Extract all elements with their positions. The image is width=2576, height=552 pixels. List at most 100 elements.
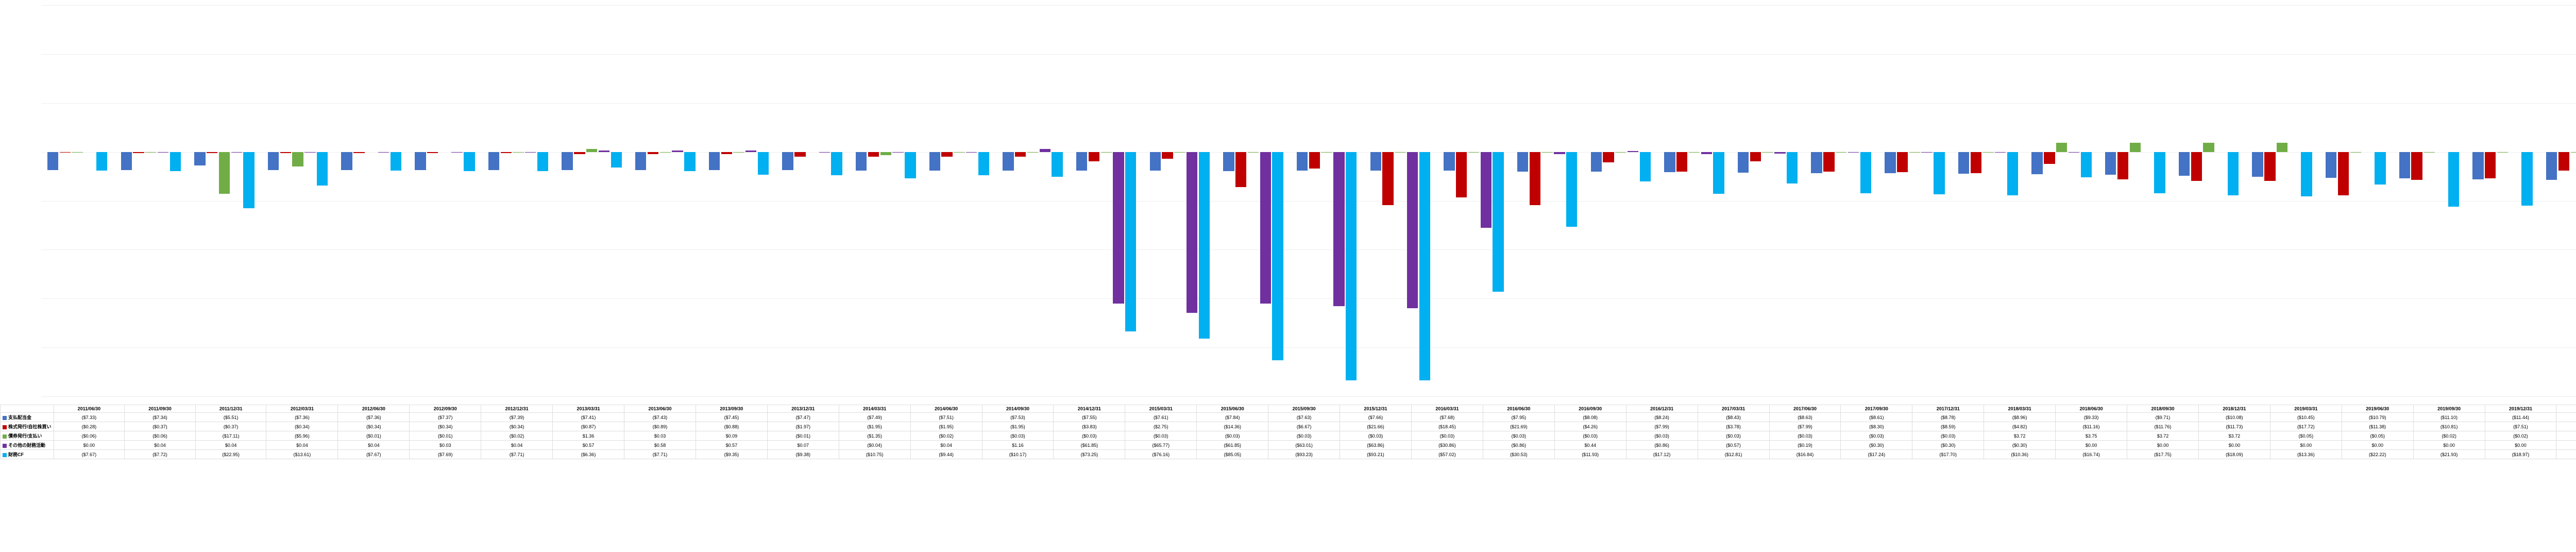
data-cell: ($0.03) (1125, 431, 1197, 441)
period-header: 2014/03/31 (839, 405, 910, 413)
data-cell: $0.03 (624, 431, 696, 441)
bar (611, 152, 622, 168)
data-cell: $0.00 (2556, 441, 2576, 450)
bar-group (1437, 5, 1511, 396)
bar (831, 152, 842, 175)
data-cell: ($7.43) (624, 413, 696, 422)
data-cell: ($7.45) (696, 413, 767, 422)
bar (1150, 152, 1161, 171)
bar (1125, 152, 1136, 331)
bar-group (335, 5, 409, 396)
data-cell: $0.04 (481, 441, 553, 450)
bar (2031, 152, 2042, 174)
period-header: 2014/12/31 (1054, 405, 1125, 413)
data-cell: $0.04 (125, 441, 196, 450)
data-cell: $0.57 (696, 441, 767, 450)
data-cell: ($17.11) (195, 431, 266, 441)
bar (1003, 152, 1013, 171)
bar (856, 152, 867, 171)
bar (2056, 143, 2067, 152)
bar (1456, 152, 1467, 197)
period-header: 2013/06/30 (624, 405, 696, 413)
data-cell: ($8.61) (1841, 413, 1912, 422)
data-cell: ($10.75) (839, 450, 910, 459)
data-cell: ($0.02) (2413, 431, 2485, 441)
data-cell: ($8.43) (1698, 413, 1769, 422)
bar (1664, 152, 1675, 172)
bar (537, 152, 548, 171)
period-header: 2017/12/31 (1912, 405, 1984, 413)
bar (280, 152, 291, 153)
bar (1272, 152, 1283, 360)
data-cell: ($0.57) (1698, 441, 1769, 450)
plot-area: $60$40$20$0($20)($40)($60)($80)($100) (41, 5, 2576, 397)
bar (1530, 152, 1540, 205)
data-cell: ($0.19) (1769, 441, 1841, 450)
data-cell: ($11.16) (2056, 422, 2127, 431)
data-cell: ($0.06) (54, 431, 125, 441)
data-cell: ($0.86) (1483, 441, 1554, 450)
legend-marker (3, 434, 7, 439)
data-cell: ($76.16) (1125, 450, 1197, 459)
bar-group (188, 5, 262, 396)
period-header: 2012/09/30 (410, 405, 481, 413)
bar (794, 152, 805, 157)
data-cell: ($0.86) (1626, 441, 1698, 450)
bar (1640, 152, 1651, 181)
data-cell: ($0.03) (1841, 431, 1912, 441)
data-cell: ($5.96) (266, 431, 338, 441)
bar (1554, 152, 1565, 154)
bar (60, 152, 71, 153)
data-cell: ($0.03) (1912, 431, 1984, 441)
data-cell: ($0.04) (839, 441, 910, 450)
data-cell: ($11.73) (2198, 422, 2270, 431)
data-cell: ($0.03) (1483, 431, 1554, 441)
data-cell: ($0.89) (624, 422, 696, 431)
data-cell: ($8.08) (1554, 413, 1626, 422)
data-cell: ($16.74) (2056, 450, 2127, 459)
bar (2448, 152, 2459, 207)
bar-group (1732, 5, 1805, 396)
data-cell: ($63.01) (1268, 441, 1340, 450)
bar-group (2026, 5, 2099, 396)
data-cell: $0.03 (410, 441, 481, 450)
bar (1260, 152, 1271, 304)
bar (2411, 152, 2422, 180)
data-cell: ($85.05) (1197, 450, 1268, 459)
data-cell: ($0.34) (481, 422, 553, 431)
bar (1958, 152, 1969, 174)
data-cell: ($8.63) (1769, 413, 1841, 422)
bar (1076, 152, 1087, 171)
data-cell: ($11.38) (2342, 422, 2413, 431)
data-cell: ($7.63) (1268, 413, 1340, 422)
bar (2044, 152, 2055, 164)
bar (2277, 143, 2287, 152)
bar (1860, 152, 1871, 193)
bar (1811, 152, 1822, 173)
bar (317, 152, 328, 186)
bar (1370, 152, 1381, 171)
data-cell: ($0.02) (481, 431, 553, 441)
data-cell: ($30.53) (1483, 450, 1554, 459)
data-cell: ($93.23) (1268, 450, 1340, 459)
data-cell: ($9.33) (2056, 413, 2127, 422)
data-cell: ($0.30) (1984, 441, 2056, 450)
bar (2252, 152, 2263, 177)
data-cell: ($7.47) (767, 413, 839, 422)
bar (1493, 152, 1503, 292)
bar (721, 152, 732, 154)
data-cell: ($14.36) (1197, 422, 1268, 431)
bar-group (1217, 5, 1291, 396)
bar (1750, 152, 1761, 161)
bar (427, 152, 438, 153)
data-cell: ($7.69) (410, 450, 481, 459)
bar (1309, 152, 1320, 169)
bar (1603, 152, 1614, 162)
period-header: 2013/03/31 (553, 405, 624, 413)
period-header: 2017/09/30 (1841, 405, 1912, 413)
bar (2375, 152, 2385, 185)
bar (2399, 152, 2410, 178)
bar (2472, 152, 2483, 179)
bar (1676, 152, 1687, 172)
period-header: 2017/06/30 (1769, 405, 1841, 413)
